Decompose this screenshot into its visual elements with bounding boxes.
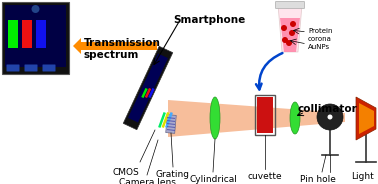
Text: Protein
corona
AuNPs: Protein corona AuNPs (308, 28, 333, 50)
FancyBboxPatch shape (8, 20, 18, 48)
Polygon shape (167, 129, 175, 131)
FancyBboxPatch shape (25, 65, 37, 72)
Polygon shape (166, 115, 176, 133)
Text: cuvette: cuvette (248, 172, 282, 181)
Circle shape (317, 104, 343, 130)
Polygon shape (168, 100, 345, 137)
Polygon shape (73, 38, 157, 54)
FancyBboxPatch shape (42, 65, 56, 72)
Polygon shape (167, 120, 175, 122)
Text: Grating: Grating (156, 170, 190, 179)
Polygon shape (359, 103, 374, 134)
FancyBboxPatch shape (2, 2, 69, 74)
Polygon shape (167, 123, 175, 125)
Polygon shape (167, 117, 175, 119)
Circle shape (290, 21, 296, 27)
FancyBboxPatch shape (257, 97, 273, 133)
Circle shape (281, 25, 287, 31)
Ellipse shape (290, 102, 300, 134)
FancyBboxPatch shape (6, 65, 20, 72)
Polygon shape (128, 54, 168, 123)
FancyBboxPatch shape (5, 5, 66, 67)
Polygon shape (123, 46, 173, 130)
Text: CMOS: CMOS (113, 168, 139, 177)
Text: collimator: collimator (298, 104, 358, 114)
Polygon shape (167, 126, 175, 128)
Polygon shape (145, 88, 151, 98)
Polygon shape (165, 112, 173, 128)
Text: Pin hole: Pin hole (300, 175, 336, 184)
Polygon shape (148, 88, 155, 98)
Polygon shape (280, 18, 300, 52)
Text: Light
source: Light source (348, 172, 378, 184)
Circle shape (327, 114, 333, 119)
Polygon shape (141, 88, 148, 98)
Circle shape (286, 40, 292, 46)
Text: Transmission
spectrum: Transmission spectrum (84, 38, 161, 60)
Polygon shape (356, 97, 376, 140)
Polygon shape (158, 112, 166, 128)
Ellipse shape (210, 97, 220, 139)
Polygon shape (278, 5, 302, 52)
Polygon shape (161, 112, 169, 128)
Text: Smartphone: Smartphone (173, 15, 245, 25)
Text: Camera lens: Camera lens (119, 178, 175, 184)
Text: Cylindrical
lens: Cylindrical lens (189, 175, 237, 184)
Circle shape (289, 30, 295, 36)
Circle shape (282, 37, 288, 43)
Circle shape (31, 5, 39, 13)
FancyBboxPatch shape (276, 1, 305, 8)
FancyBboxPatch shape (22, 20, 32, 48)
FancyBboxPatch shape (36, 20, 46, 48)
